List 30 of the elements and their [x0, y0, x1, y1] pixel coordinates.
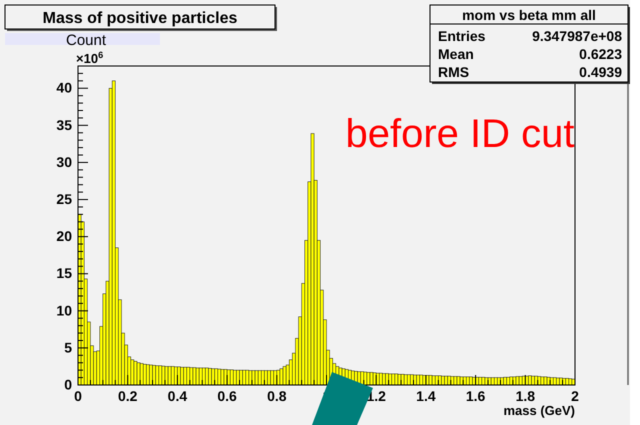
- y-axis-title: Count: [66, 32, 107, 49]
- chart-title: Mass of positive particles: [42, 10, 238, 27]
- text: 0.6223: [579, 46, 622, 62]
- y-tick-label: 5: [64, 339, 72, 356]
- x-tick-label: 0.4: [168, 388, 188, 404]
- y-tick-label: 25: [56, 191, 72, 208]
- x-tick-label: 0.6: [217, 388, 238, 404]
- x-tick-label: 2: [571, 388, 580, 404]
- y-tick-label: 35: [56, 116, 72, 133]
- y-tick-label: 40: [56, 80, 72, 96]
- y-tick-label: 10: [56, 302, 72, 318]
- text: 0.4939: [579, 64, 622, 80]
- y-tick-label: 20: [56, 228, 72, 244]
- text: 9.347987e+08: [532, 28, 622, 44]
- y-tick-label: 0: [64, 376, 72, 392]
- text: Mean: [438, 46, 474, 62]
- text: mom vs beta mm all: [462, 7, 596, 23]
- annotation: RMS: [438, 64, 470, 80]
- x-axis-title: mass (GeV): [503, 403, 575, 418]
- x-tick-label: 1.8: [516, 388, 536, 404]
- y-tick-label: 30: [56, 154, 72, 170]
- x-tick-label: 1.6: [466, 388, 486, 404]
- x-tick-label: 0.2: [118, 388, 138, 404]
- x-tick-label: 0: [74, 388, 82, 404]
- x-tick-label: 0.8: [267, 388, 287, 404]
- text: Entries: [438, 28, 486, 44]
- x-tick-label: 1.4: [416, 388, 436, 404]
- annotation: before ID cut: [345, 112, 575, 156]
- annotation: ×10$^{6}$: [76, 50, 104, 66]
- y-tick-label: 15: [56, 265, 72, 282]
